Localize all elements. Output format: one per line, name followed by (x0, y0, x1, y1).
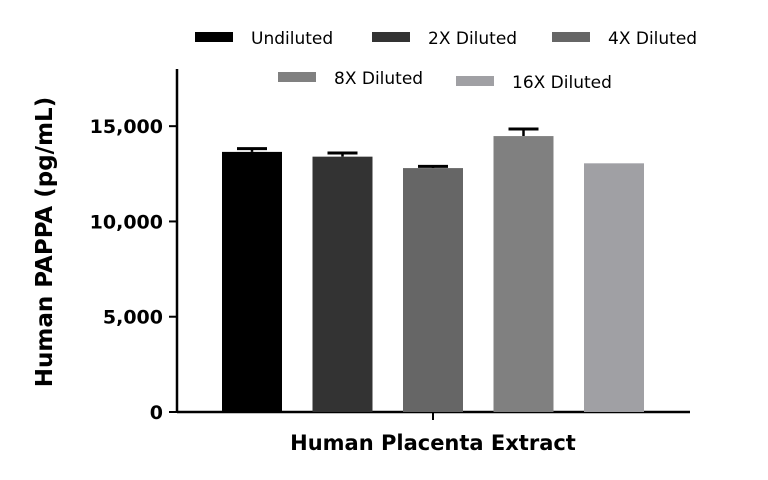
legend-swatch (278, 72, 316, 82)
bar (222, 151, 282, 412)
y-tick-label: 0 (150, 402, 163, 424)
y-tick-label: 15,000 (90, 116, 163, 138)
legend-swatch (552, 32, 590, 42)
legend-label: 16X Diluted (512, 73, 612, 93)
legend-label: Undiluted (251, 29, 333, 49)
bar (403, 168, 463, 412)
legend-label: 2X Diluted (428, 29, 517, 49)
y-axis-label: Human PAPPA (pg/mL) (32, 97, 58, 387)
bar (584, 163, 644, 412)
legend-label: 4X Diluted (608, 29, 697, 49)
y-tick-label: 5,000 (103, 307, 163, 329)
legend-label: 8X Diluted (334, 69, 423, 89)
y-tick-label: 10,000 (90, 211, 163, 233)
legend-swatch (456, 76, 494, 86)
bar (493, 136, 554, 412)
legend-swatch (195, 32, 233, 42)
bar (312, 156, 373, 412)
legend-swatch (372, 32, 410, 42)
x-axis-label: Human Placenta Extract (290, 431, 576, 455)
